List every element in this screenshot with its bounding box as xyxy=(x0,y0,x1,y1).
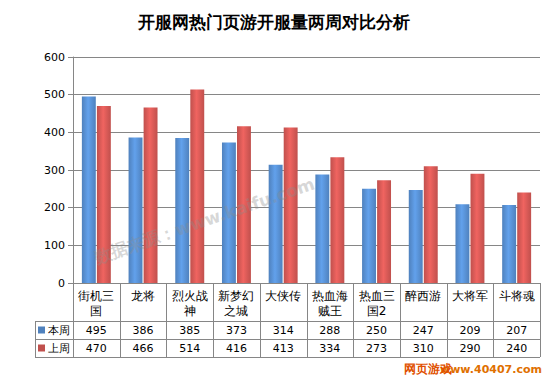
svg-text:300: 300 xyxy=(44,164,65,177)
svg-text:醉西游: 醉西游 xyxy=(405,289,441,303)
svg-text:0: 0 xyxy=(58,277,65,290)
svg-text:国: 国 xyxy=(90,304,102,318)
svg-text:288: 288 xyxy=(319,324,340,337)
svg-text:本周: 本周 xyxy=(48,324,70,337)
svg-text:之城: 之城 xyxy=(224,304,248,318)
svg-text:热血海: 热血海 xyxy=(312,289,348,303)
svg-text:大侠传: 大侠传 xyxy=(265,289,301,303)
svg-text:413: 413 xyxy=(273,342,294,355)
svg-text:龙将: 龙将 xyxy=(131,289,155,303)
svg-text:500: 500 xyxy=(44,88,65,101)
svg-text:200: 200 xyxy=(44,201,65,214)
svg-text:290: 290 xyxy=(459,342,480,355)
svg-text:大将军: 大将军 xyxy=(452,289,488,303)
svg-text:www.40407.com: www.40407.com xyxy=(440,363,542,376)
svg-text:314: 314 xyxy=(273,324,294,337)
svg-text:100: 100 xyxy=(44,239,65,252)
svg-text:209: 209 xyxy=(459,324,480,337)
svg-text:310: 310 xyxy=(413,342,434,355)
svg-text:373: 373 xyxy=(226,324,247,337)
svg-text:470: 470 xyxy=(86,342,107,355)
svg-text:数据来源：www.kaifu.com: 数据来源：www.kaifu.com xyxy=(91,174,317,268)
svg-text:247: 247 xyxy=(413,324,434,337)
svg-text:385: 385 xyxy=(179,324,200,337)
svg-text:新梦幻: 新梦幻 xyxy=(218,289,254,303)
svg-text:斗将魂: 斗将魂 xyxy=(499,289,535,303)
svg-text:466: 466 xyxy=(133,342,154,355)
svg-text:207: 207 xyxy=(506,324,527,337)
svg-text:600: 600 xyxy=(44,51,65,64)
svg-text:上周: 上周 xyxy=(48,342,70,355)
svg-text:416: 416 xyxy=(226,342,247,355)
svg-text:贼王: 贼王 xyxy=(318,304,342,318)
svg-text:400: 400 xyxy=(44,126,65,139)
svg-text:240: 240 xyxy=(506,342,527,355)
svg-text:热血三: 热血三 xyxy=(359,289,395,303)
svg-text:神: 神 xyxy=(184,304,196,318)
svg-text:开服网热门页游开服量两周对比分析: 开服网热门页游开服量两周对比分析 xyxy=(137,12,410,32)
svg-text:国2: 国2 xyxy=(367,304,387,318)
svg-text:495: 495 xyxy=(86,324,107,337)
svg-text:386: 386 xyxy=(133,324,154,337)
svg-text:273: 273 xyxy=(366,342,387,355)
svg-text:250: 250 xyxy=(366,324,387,337)
svg-text:烈火战: 烈火战 xyxy=(172,289,208,303)
svg-text:街机三: 街机三 xyxy=(78,289,114,303)
svg-text:334: 334 xyxy=(319,342,340,355)
svg-text:514: 514 xyxy=(179,342,200,355)
svg-text:网页游戏: 网页游戏 xyxy=(404,362,452,376)
